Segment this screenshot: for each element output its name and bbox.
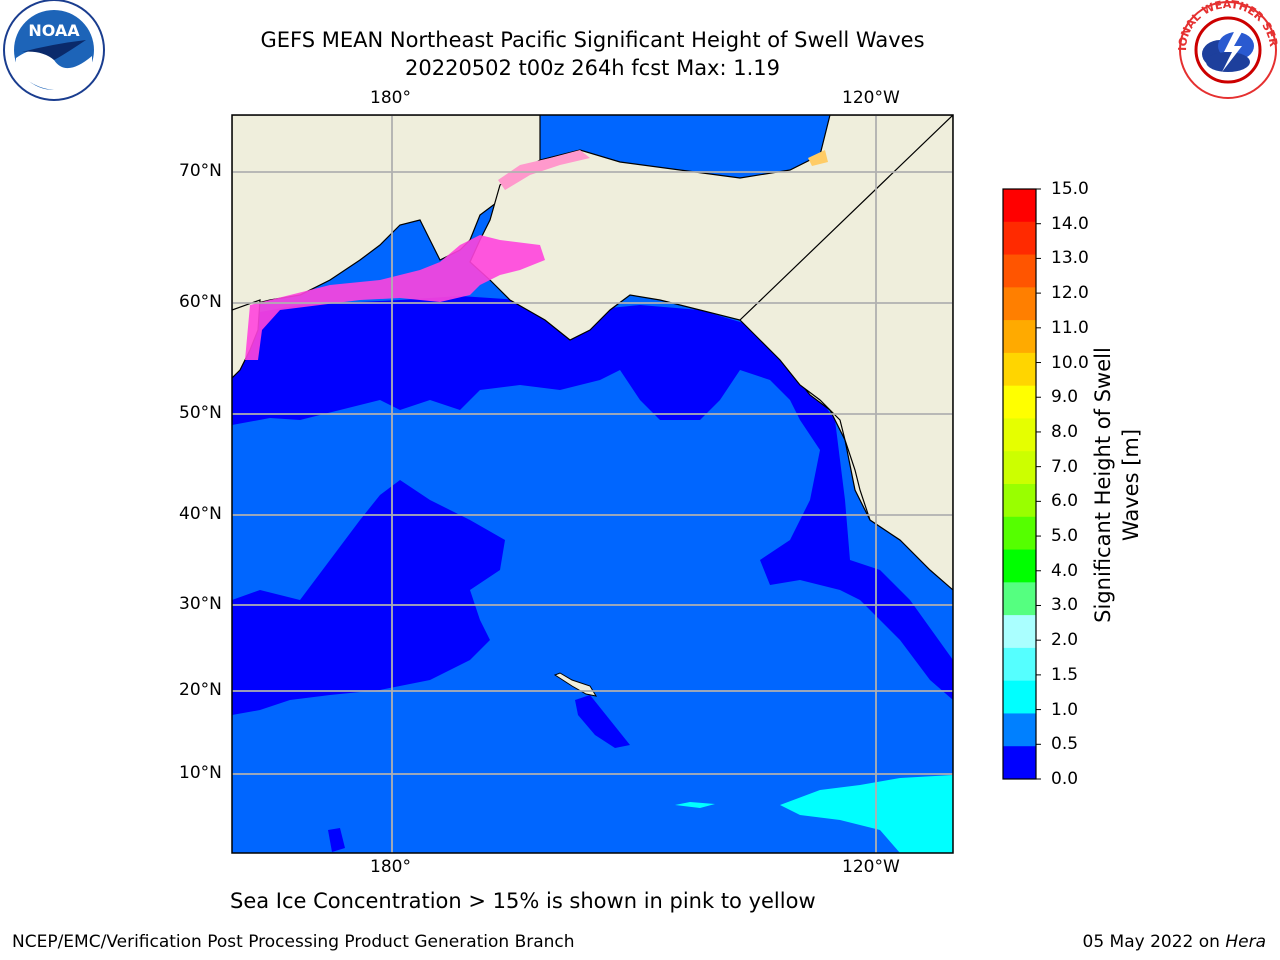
lon-label-bottom-120w: 120°W [842,857,900,877]
footer-date: 05 May 2022 on Hera [1083,932,1267,952]
colorbar-swatch [1003,647,1036,682]
colorbar-swatch [1003,418,1036,452]
lon-label-top-180: 180° [370,88,411,108]
colorbar-tick-label: 14.0 [1051,213,1089,234]
lat-label-70n: 70°N [179,161,222,181]
footer-host: Hera [1225,932,1266,952]
colorbar-tick-label: 13.0 [1051,248,1089,269]
low-swell-north [232,296,953,700]
colorbar-tick-label: 0.5 [1051,734,1079,755]
colorbar-tick-label: 12.0 [1051,283,1089,304]
colorbar-swatch [1003,254,1036,288]
noaa-logo-text: NOAA [28,21,80,40]
colorbar-swatch [1003,287,1036,321]
colorbar-tick-label: 0.0 [1051,769,1079,789]
colorbar-swatch [1003,320,1036,354]
colorbar-tick-label: 1.5 [1051,664,1079,685]
colorbar-title-line2: Waves [m] [1119,428,1143,542]
mid-swell-small [675,802,715,808]
noaa-logo: NOAA [3,0,105,101]
land-alaska [469,115,953,576]
footer-date-text: 05 May 2022 on [1082,932,1226,952]
sea-ice-bering [245,235,545,360]
nws-logo: NATIONAL WEATHER SERVICE [1176,0,1280,99]
land-coast-bc [739,115,953,591]
lat-label-20n: 20°N [179,680,222,700]
map-frame [231,114,954,854]
colorbar-swatch [1003,746,1036,780]
colorbar-tick-label: 8.0 [1051,421,1079,442]
colorbar-swatch [1003,549,1036,583]
colorbar-tick-label: 11.0 [1051,317,1089,338]
colorbar-swatch [1003,385,1036,419]
colorbar-swatch [1003,680,1036,714]
lat-label-50n: 50°N [179,403,222,423]
colorbar-tick-label: 15.0 [1051,179,1089,199]
colorbar [1002,188,1041,780]
sea-ice-chukchi [498,150,590,190]
colorbar-tick-label: 10.0 [1051,352,1089,373]
low-swell-west [232,480,505,715]
colorbar-swatch [1003,615,1036,649]
graticule [232,115,953,853]
footer-credit: NCEP/EMC/Verification Post Processing Pr… [12,932,575,952]
colorbar-swatch [1003,451,1036,485]
lat-label-60n: 60°N [179,292,222,312]
colorbar-swatch [1003,189,1036,223]
colorbar-tick-label: 2.0 [1051,630,1079,651]
lon-label-bottom-180: 180° [370,857,411,877]
colorbar-swatch [1003,582,1036,616]
colorbar-swatch [1003,516,1036,551]
colorbar-tick-label: 1.0 [1051,699,1079,720]
lat-label-40n: 40°N [179,504,222,524]
colorbar-swatch [1003,713,1036,747]
colorbar-tick-label: 3.0 [1051,595,1079,616]
sea-ice-beaufort [808,150,828,166]
chart-subtitle: 20220502 t00z 264h fcst Max: 1.19 [405,56,780,80]
colorbar-swatch [1003,352,1036,387]
lat-label-30n: 30°N [179,594,222,614]
low-swell-hawaii [575,695,630,748]
colorbar-tick-label: 9.0 [1051,387,1079,408]
lon-label-top-120w: 120°W [842,88,900,108]
colorbar-tick-label: 5.0 [1051,526,1079,547]
colorbar-tick-label: 7.0 [1051,456,1079,477]
colorbar-swatch [1003,221,1036,256]
mid-swell-southeast [780,775,953,853]
lat-label-10n: 10°N [179,763,222,783]
colorbar-tick-label: 6.0 [1051,491,1079,512]
colorbar-tick-label: 4.0 [1051,560,1079,581]
colorbar-frame [1002,188,1037,780]
colorbar-title-line1: Significant Height of Swell [1091,347,1115,623]
colorbar-swatch [1003,484,1036,518]
chart-title: GEFS MEAN Northeast Pacific Significant … [260,28,925,52]
low-swell-south-patch [328,828,345,852]
sea-ice-note: Sea Ice Concentration > 15% is shown in … [230,889,816,913]
